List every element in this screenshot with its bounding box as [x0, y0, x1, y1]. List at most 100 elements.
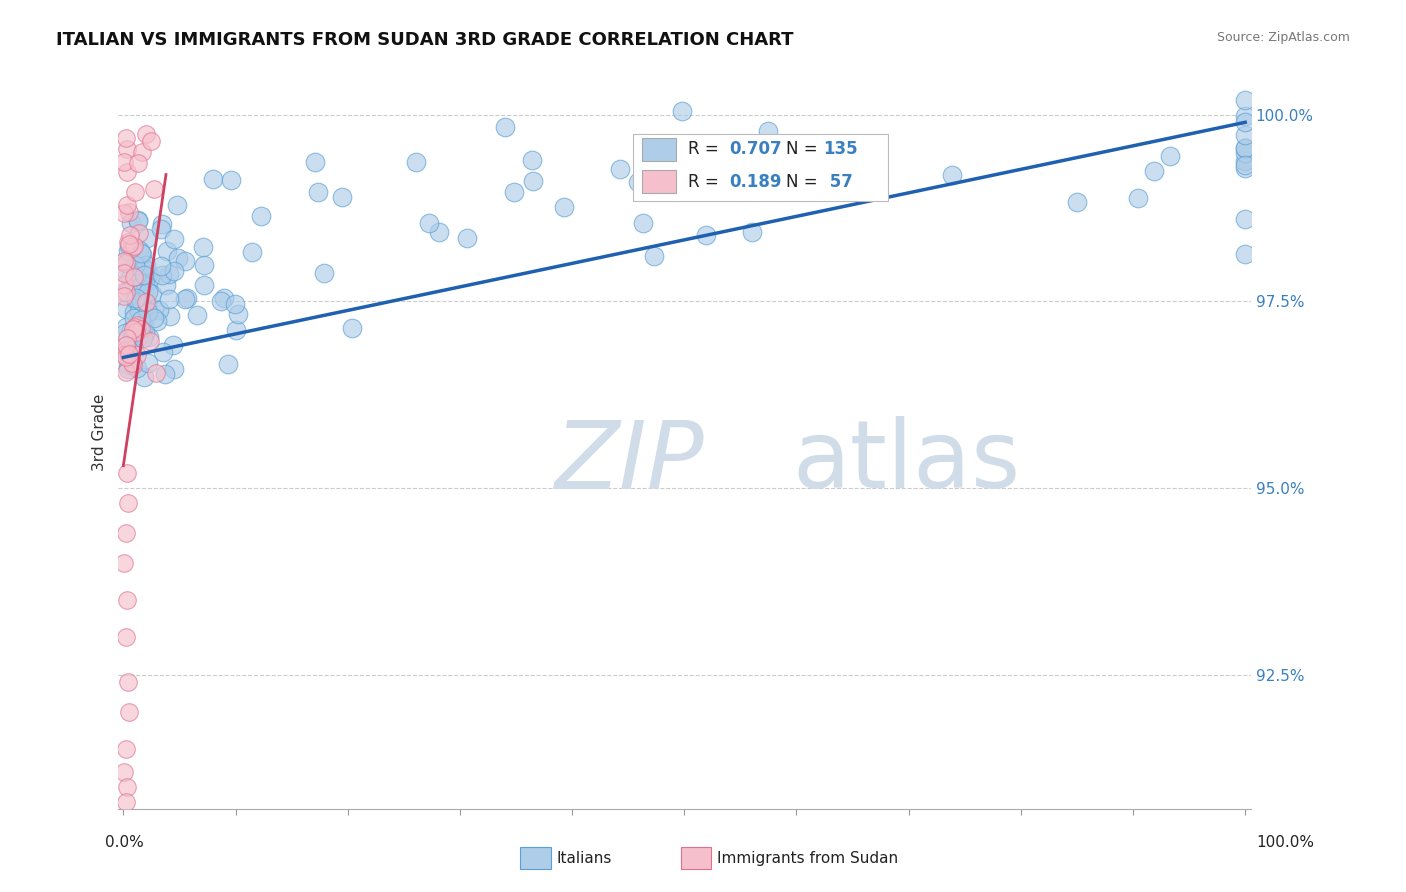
Point [114, 795, 136, 809]
Point [125, 348, 148, 362]
Point [131, 145, 153, 160]
Point [135, 127, 157, 141]
Point [138, 285, 160, 299]
Text: 100.0%: 100.0% [1257, 836, 1315, 850]
Point [138, 329, 160, 343]
Point [167, 252, 190, 266]
Point [114, 253, 136, 268]
Point [131, 246, 153, 260]
Point [114, 742, 136, 756]
Point [115, 365, 138, 379]
Point [114, 263, 136, 277]
Point [122, 311, 145, 326]
Point [114, 155, 136, 169]
Point [114, 525, 136, 540]
Point [644, 249, 666, 263]
Bar [643, 138, 676, 161]
Point [191, 240, 214, 254]
Point [669, 166, 692, 180]
Point [141, 134, 163, 148]
Point [163, 362, 186, 376]
Point [122, 305, 145, 319]
Point [114, 556, 136, 570]
Point [134, 326, 156, 341]
Point [1128, 191, 1150, 205]
Point [214, 292, 236, 306]
Point [173, 254, 195, 268]
Point [128, 244, 150, 258]
Point [129, 322, 152, 336]
Point [150, 260, 173, 274]
Point [115, 338, 138, 352]
Point [117, 244, 139, 259]
Point [193, 258, 215, 272]
Point [122, 322, 145, 336]
Text: N =: N = [786, 173, 818, 191]
Point [307, 186, 329, 200]
Point [129, 293, 152, 308]
Point [127, 212, 149, 227]
Point [127, 156, 149, 170]
Point [671, 103, 693, 118]
Point [156, 244, 179, 258]
Point [115, 342, 138, 356]
Bar [643, 170, 676, 193]
Point [304, 155, 326, 169]
Point [226, 307, 249, 321]
Point [148, 303, 170, 318]
Text: 57: 57 [824, 173, 852, 191]
Point [115, 164, 138, 178]
Point [134, 282, 156, 296]
Text: 0.0%: 0.0% [105, 836, 145, 850]
Point [157, 292, 180, 306]
Point [128, 266, 150, 280]
Point [1234, 153, 1257, 168]
Point [219, 173, 242, 187]
Point [114, 285, 136, 299]
Point [1234, 115, 1257, 129]
Point [163, 232, 186, 246]
Point [121, 358, 143, 372]
Point [1143, 164, 1166, 178]
Point [134, 276, 156, 290]
Point [124, 186, 146, 200]
Text: Source: ZipAtlas.com: Source: ZipAtlas.com [1216, 31, 1350, 45]
Point [120, 323, 142, 337]
Point [1234, 247, 1257, 261]
Point [139, 334, 162, 348]
Point [145, 366, 167, 380]
Point [1234, 109, 1257, 123]
Point [627, 175, 650, 189]
Point [117, 675, 139, 690]
Point [114, 630, 136, 644]
Point [240, 245, 263, 260]
Point [162, 338, 184, 352]
Point [314, 266, 336, 280]
Point [135, 231, 157, 245]
Point [186, 308, 208, 322]
Point [114, 256, 136, 270]
Point [122, 238, 145, 252]
Point [1234, 93, 1257, 107]
Point [124, 319, 146, 334]
Point [136, 267, 159, 281]
Point [146, 314, 169, 328]
Point [135, 258, 157, 272]
Point [142, 182, 165, 196]
Point [162, 264, 184, 278]
Point [114, 206, 136, 220]
Point [225, 323, 247, 337]
Text: ITALIAN VS IMMIGRANTS FROM SUDAN 3RD GRADE CORRELATION CHART: ITALIAN VS IMMIGRANTS FROM SUDAN 3RD GRA… [56, 31, 794, 49]
Point [125, 283, 148, 297]
Point [115, 780, 138, 794]
Point [131, 247, 153, 261]
Point [115, 320, 138, 334]
Point [494, 120, 516, 134]
Point [115, 142, 138, 156]
Point [1234, 145, 1257, 160]
Point [131, 277, 153, 292]
Point [135, 310, 157, 324]
Point [741, 225, 763, 239]
Point [115, 466, 138, 480]
Point [125, 361, 148, 376]
